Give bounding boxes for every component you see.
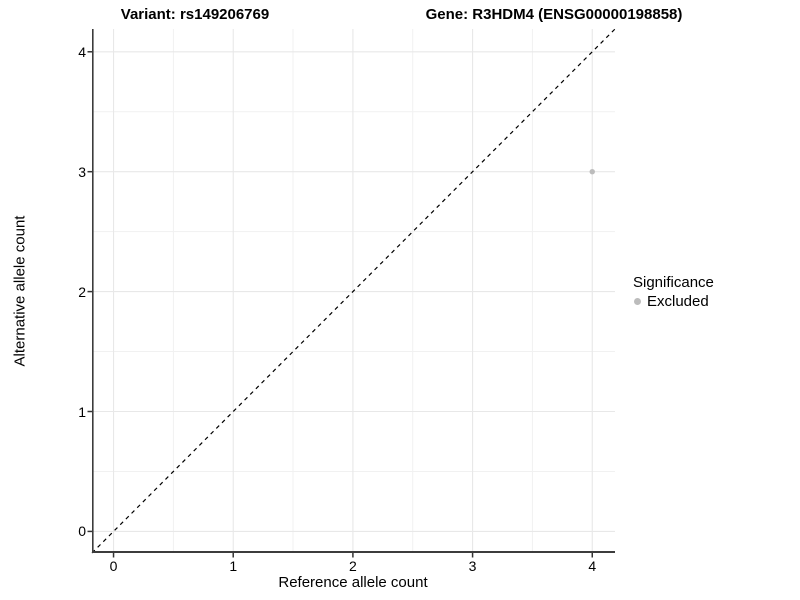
gene-title: Gene: R3HDM4 (ENSG00000198858) bbox=[425, 6, 683, 23]
y-tick-label: 4 bbox=[78, 43, 86, 60]
y-tick-label: 2 bbox=[78, 283, 86, 300]
legend-title: Significance bbox=[633, 274, 714, 291]
x-tick-label: 2 bbox=[348, 558, 357, 574]
scatter-plot-svg bbox=[87, 28, 616, 558]
y-tick-label: 0 bbox=[78, 523, 86, 540]
x-tick-label: 1 bbox=[229, 558, 238, 574]
legend-item-label: Excluded bbox=[647, 293, 709, 310]
plot-panel bbox=[87, 28, 616, 558]
legend: Significance Excluded bbox=[633, 274, 714, 310]
legend-point-icon bbox=[634, 298, 641, 305]
y-axis-title: Alternative allele count bbox=[11, 215, 29, 367]
identity-line bbox=[91, 28, 616, 554]
data-point bbox=[589, 168, 595, 175]
x-tick-label: 3 bbox=[468, 558, 477, 574]
x-tick-label: 0 bbox=[109, 558, 118, 574]
y-tick-label: 1 bbox=[78, 403, 86, 420]
variant-title: Variant: rs149206769 bbox=[120, 6, 270, 23]
x-tick-label: 4 bbox=[588, 558, 597, 574]
x-axis-title: Reference allele count bbox=[278, 574, 428, 591]
y-tick-label: 3 bbox=[78, 163, 86, 180]
legend-item-excluded: Excluded bbox=[633, 293, 714, 310]
